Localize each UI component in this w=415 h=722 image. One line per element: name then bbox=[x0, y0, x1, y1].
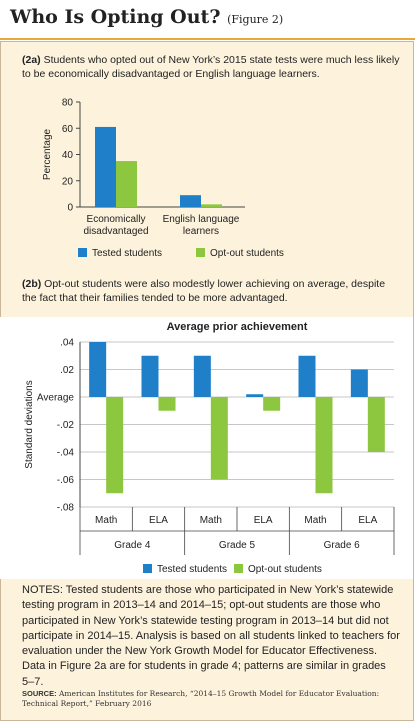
y-tick-label: 60 bbox=[62, 124, 74, 135]
title-rule bbox=[0, 38, 415, 40]
legend-swatch bbox=[143, 564, 152, 573]
figure-source: SOURCE: American Institutes for Research… bbox=[22, 689, 402, 709]
bar-tested bbox=[180, 195, 201, 207]
bar-optout bbox=[116, 161, 137, 207]
source-label: SOURCE: bbox=[22, 689, 57, 698]
category-label: Math bbox=[304, 515, 326, 526]
y-tick-label: .02 bbox=[60, 365, 74, 376]
chart-2b-caption: (2b) Opt-out students were also modestly… bbox=[22, 277, 402, 305]
y-tick-label: -.06 bbox=[57, 475, 75, 486]
bar-tested bbox=[298, 355, 316, 397]
bar-tested bbox=[89, 342, 107, 397]
figure-reference: (Figure 2) bbox=[227, 13, 284, 26]
bar-optout bbox=[263, 397, 281, 411]
chart-2a-label: (2a) bbox=[22, 54, 41, 66]
y-tick-label: 20 bbox=[62, 176, 74, 187]
y-tick-label: 80 bbox=[62, 98, 74, 109]
figure-title-text: Who Is Opting Out? bbox=[10, 6, 221, 28]
bar-tested bbox=[141, 355, 159, 397]
legend-swatch bbox=[234, 564, 243, 573]
legend-label: Opt-out students bbox=[210, 248, 284, 259]
category-label: ELA bbox=[254, 515, 273, 526]
figure-notes: NOTES: Tested students are those who par… bbox=[22, 584, 400, 688]
legend-swatch bbox=[196, 248, 205, 257]
bar-optout bbox=[158, 397, 176, 411]
category-label: learners bbox=[183, 226, 219, 237]
legend-swatch bbox=[78, 248, 87, 257]
legend-label: Tested students bbox=[157, 564, 227, 575]
category-label: Math bbox=[95, 515, 117, 526]
y-axis-title: Percentage bbox=[42, 128, 53, 180]
y-tick-label: Average bbox=[37, 393, 75, 404]
bar-optout bbox=[210, 397, 228, 480]
y-axis-title: Standard deviations bbox=[24, 380, 35, 468]
bar-optout bbox=[201, 204, 222, 207]
y-tick-label: 40 bbox=[62, 150, 74, 161]
bar-tested bbox=[350, 369, 368, 397]
bar-optout bbox=[367, 397, 385, 452]
category-label: ELA bbox=[358, 515, 377, 526]
bar-optout bbox=[106, 397, 124, 494]
bar-optout bbox=[315, 397, 333, 494]
y-tick-label: -.02 bbox=[57, 420, 75, 431]
y-tick-label: -.08 bbox=[57, 503, 75, 514]
bar-tested bbox=[95, 126, 116, 207]
y-tick-label: 0 bbox=[67, 203, 73, 214]
chart-2a-caption: (2a) Students who opted out of New York’… bbox=[22, 53, 402, 81]
chart-2b-caption-text: Opt-out students were also modestly lowe… bbox=[22, 278, 386, 304]
category-label: English language bbox=[163, 214, 240, 225]
category-label: disadvantaged bbox=[83, 226, 148, 237]
figure-title: Who Is Opting Out? (Figure 2) bbox=[10, 6, 283, 28]
legend-label: Opt-out students bbox=[248, 564, 322, 575]
group-label: Grade 6 bbox=[324, 540, 361, 551]
group-label: Grade 4 bbox=[114, 540, 151, 551]
chart-2a-caption-text: Students who opted out of New York’s 201… bbox=[22, 54, 400, 80]
category-label: ELA bbox=[149, 515, 168, 526]
category-label: Math bbox=[200, 515, 222, 526]
legend-label: Tested students bbox=[92, 248, 162, 259]
y-tick-label: -.04 bbox=[57, 448, 75, 459]
chart-2a: 0 20 40 60 80 Percentage Economicallydisadvant… bbox=[42, 98, 284, 260]
y-tick-label: .04 bbox=[60, 338, 74, 349]
category-label: Economically bbox=[87, 214, 146, 225]
chart-2b-label: (2b) bbox=[22, 278, 42, 290]
title-bar: Who Is Opting Out? (Figure 2) bbox=[0, 0, 415, 39]
chart-2b-title: Average prior achievement bbox=[167, 321, 308, 333]
bar-tested bbox=[246, 394, 264, 397]
chart-2b: Average prior achievement .04 .02 Average -.… bbox=[0, 317, 413, 579]
group-label: Grade 5 bbox=[219, 540, 256, 551]
bar-tested bbox=[193, 355, 211, 397]
source-text: American Institutes for Research, “2014–… bbox=[22, 689, 380, 708]
